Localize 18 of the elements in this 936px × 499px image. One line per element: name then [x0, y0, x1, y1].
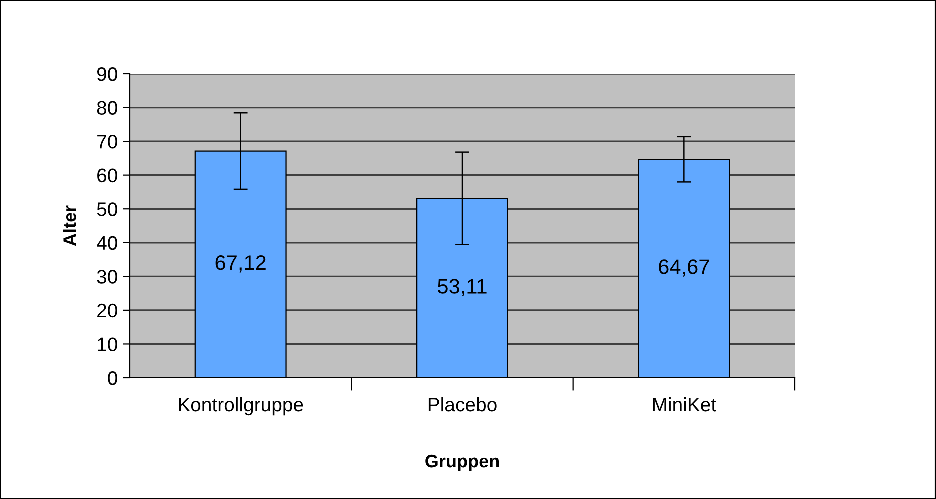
y-tick-label: 90	[97, 67, 118, 82]
y-tick-label: 20	[98, 304, 118, 318]
y-tick-label: 10	[98, 338, 118, 352]
data-label: 67,12	[216, 255, 266, 273]
y-tick-label: 0	[108, 371, 118, 386]
y-tick-label: 70	[98, 135, 118, 149]
x-tick-label: Kontrollgruppe	[179, 397, 304, 416]
y-axis-title: Alter	[63, 206, 76, 246]
y-tick-label: 50	[97, 202, 118, 216]
data-label: 53,11	[438, 279, 487, 296]
y-tick-label: 60	[98, 168, 118, 183]
y-tick-label: 30	[97, 270, 118, 284]
data-label: 64,67	[659, 260, 710, 277]
y-tick-label: 40	[97, 236, 118, 250]
x-tick-label: MiniKet	[653, 397, 716, 412]
y-tick-label: 80	[97, 101, 118, 116]
x-axis-title: Gruppen	[426, 454, 499, 472]
x-tick-label: Placebo	[428, 397, 497, 412]
